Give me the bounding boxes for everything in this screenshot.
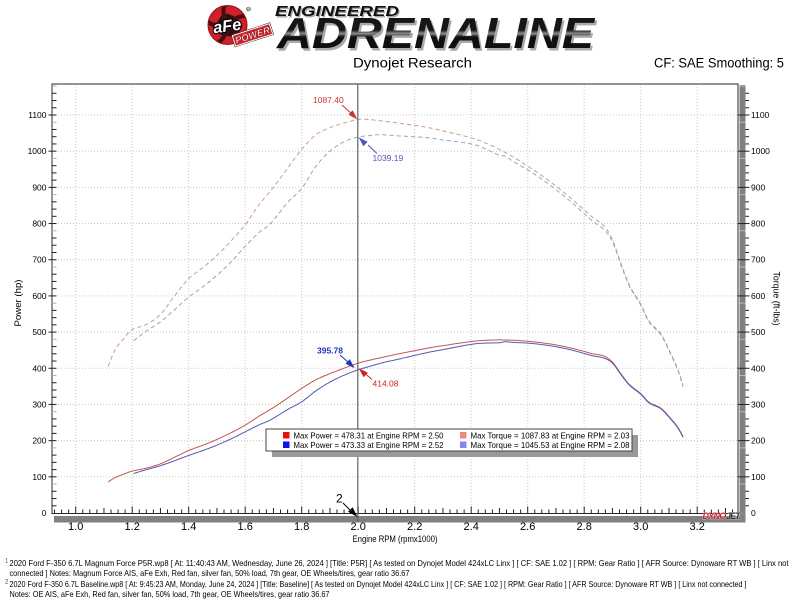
- svg-text:1039.19: 1039.19: [373, 153, 404, 163]
- svg-text:connected ] Notes: Magnum Forc: connected ] Notes: Magnum Force AIS, aFe…: [10, 568, 410, 578]
- svg-text:1100: 1100: [751, 110, 770, 120]
- svg-text:1.8: 1.8: [294, 521, 309, 533]
- svg-text:200: 200: [751, 436, 765, 446]
- svg-text:2020 Ford F-350 6.7L Baseline.: 2020 Ford F-350 6.7L Baseline.wp8 [ At: …: [10, 579, 747, 589]
- svg-text:2020 Ford F-350 6.7L Magnum F: 2020 Ford F-350 6.7L Magnum Force P5R.wp…: [10, 558, 790, 568]
- svg-text:ADRENALINE: ADRENALINE: [276, 9, 596, 58]
- svg-text:aFe: aFe: [212, 16, 243, 38]
- svg-text:2: 2: [5, 580, 9, 586]
- svg-text:1000: 1000: [28, 146, 47, 156]
- svg-text:300: 300: [32, 400, 46, 410]
- svg-text:700: 700: [751, 255, 765, 265]
- svg-text:Notes: OE AIS, aFe Exh, Red f: Notes: OE AIS, aFe Exh, Red fan, silver …: [10, 589, 330, 599]
- svg-text:Power (hp): Power (hp): [13, 280, 24, 327]
- svg-text:Max Torque = 1087.83 at Engine: Max Torque = 1087.83 at Engine RPM = 2.0…: [471, 431, 630, 441]
- svg-text:3.2: 3.2: [690, 521, 705, 533]
- svg-text:ADRENALINE: ADRENALINE: [278, 12, 598, 61]
- svg-text:1.2: 1.2: [125, 521, 140, 533]
- svg-text:500: 500: [32, 327, 46, 337]
- svg-text:1087.40: 1087.40: [313, 95, 344, 105]
- svg-text:0: 0: [42, 508, 47, 518]
- svg-text:2: 2: [336, 492, 343, 506]
- svg-text:Max Power = 478.31 at Engine R: Max Power = 478.31 at Engine RPM = 2.50: [294, 431, 444, 441]
- svg-text:ENGINEERED: ENGINEERED: [275, 4, 400, 20]
- svg-text:400: 400: [32, 363, 46, 373]
- svg-text:0: 0: [751, 508, 756, 518]
- svg-text:CF: SAE Smoothing: 5: CF: SAE Smoothing: 5: [654, 56, 784, 71]
- svg-text:500: 500: [751, 327, 765, 337]
- svg-text:400: 400: [751, 363, 765, 373]
- svg-text:600: 600: [751, 291, 765, 301]
- svg-text:Dynojet Research: Dynojet Research: [353, 56, 472, 71]
- svg-text:Max Torque = 1045.53 at Engine: Max Torque = 1045.53 at Engine RPM = 2.0…: [471, 440, 630, 450]
- svg-text:2.2: 2.2: [407, 521, 422, 533]
- svg-text:414.08: 414.08: [373, 379, 399, 389]
- svg-text:1: 1: [5, 559, 9, 565]
- svg-text:900: 900: [751, 182, 765, 192]
- svg-text:200: 200: [32, 436, 46, 446]
- svg-text:1000: 1000: [751, 146, 770, 156]
- svg-text:100: 100: [32, 472, 46, 482]
- svg-text:100: 100: [751, 472, 765, 482]
- svg-text:800: 800: [32, 219, 46, 229]
- svg-text:Torque (ft-lbs): Torque (ft-lbs): [771, 272, 782, 326]
- svg-text:300: 300: [751, 400, 765, 410]
- svg-text:900: 900: [32, 182, 46, 192]
- svg-text:3.0: 3.0: [633, 521, 648, 533]
- svg-text:R: R: [247, 8, 250, 12]
- svg-text:Engine RPM (rpmx1000): Engine RPM (rpmx1000): [353, 534, 438, 545]
- svg-text:ENGINEERED: ENGINEERED: [276, 6, 401, 22]
- svg-text:2.0: 2.0: [351, 521, 366, 533]
- svg-text:700: 700: [32, 255, 46, 265]
- svg-text:800: 800: [751, 219, 765, 229]
- svg-text:600: 600: [32, 291, 46, 301]
- svg-text:2.4: 2.4: [464, 521, 479, 533]
- svg-text:2.8: 2.8: [577, 521, 592, 533]
- svg-text:1.6: 1.6: [238, 521, 253, 533]
- svg-text:2.6: 2.6: [520, 521, 535, 533]
- svg-text:1.0: 1.0: [68, 521, 83, 533]
- svg-text:1100: 1100: [28, 110, 47, 120]
- svg-text:Max Power = 473.33 at Engine R: Max Power = 473.33 at Engine RPM = 2.52: [294, 440, 444, 450]
- svg-text:DYNO: DYNO: [703, 511, 727, 521]
- svg-text:395.78: 395.78: [317, 346, 343, 356]
- svg-text:1.4: 1.4: [181, 521, 196, 533]
- svg-text:JET.: JET.: [726, 511, 742, 521]
